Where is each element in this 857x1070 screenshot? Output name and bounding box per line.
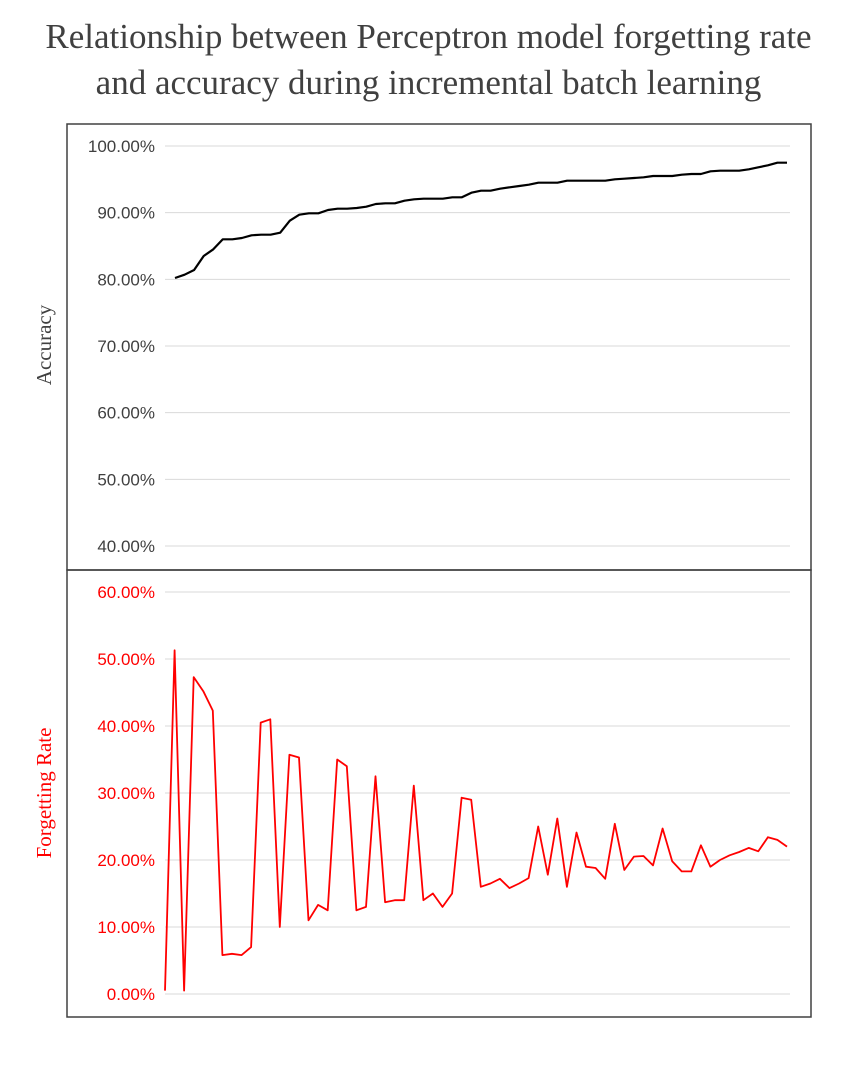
chart-title-line-1: Relationship between Perceptron model fo… xyxy=(45,17,812,56)
accuracy-y-tick-label: 50.00% xyxy=(97,470,155,489)
panel-frame-top xyxy=(66,123,812,571)
forgetting-rate-y-tick-label: 40.00% xyxy=(97,717,155,736)
forgetting-rate-y-tick-label: 30.00% xyxy=(97,784,155,803)
forgetting-rate-y-tick-label: 10.00% xyxy=(97,918,155,937)
forgetting-rate-series-line xyxy=(164,649,788,992)
chart-title-line-2: and accuracy during incremental batch le… xyxy=(95,63,762,102)
accuracy-y-tick-label: 100.00% xyxy=(88,137,155,156)
accuracy-panel: 40.00% 50.00% 60.00% 70.00% 80.00% 90.00% 100.… xyxy=(32,137,790,556)
forgetting-rate-y-tick-label: 20.00% xyxy=(97,851,155,870)
accuracy-y-tick-label: 70.00% xyxy=(97,337,155,356)
accuracy-series-line xyxy=(174,161,787,280)
forgetting-rate-y-tick-label: 50.00% xyxy=(97,650,155,669)
accuracy-y-tick-label: 90.00% xyxy=(97,204,155,223)
accuracy-y-tick-label: 60.00% xyxy=(97,404,155,423)
accuracy-y-tick-label: 80.00% xyxy=(97,270,155,289)
accuracy-y-tick-label: 40.00% xyxy=(97,537,155,556)
accuracy-y-axis-label: Accuracy xyxy=(32,304,56,385)
panel-frame-bottom xyxy=(66,569,812,1018)
forgetting-rate-y-tick-label: 0.00% xyxy=(107,985,155,1004)
chart-title: Relationship between Perceptron model fo… xyxy=(0,14,857,106)
forgetting-rate-y-axis-label: Forgetting Rate xyxy=(32,728,56,859)
forgetting-rate-panel: 0.00% 10.00% 20.00% 30.00% 40.00% 50.00% 60.00… xyxy=(32,583,790,1004)
forgetting-rate-y-tick-label: 60.00% xyxy=(97,583,155,602)
